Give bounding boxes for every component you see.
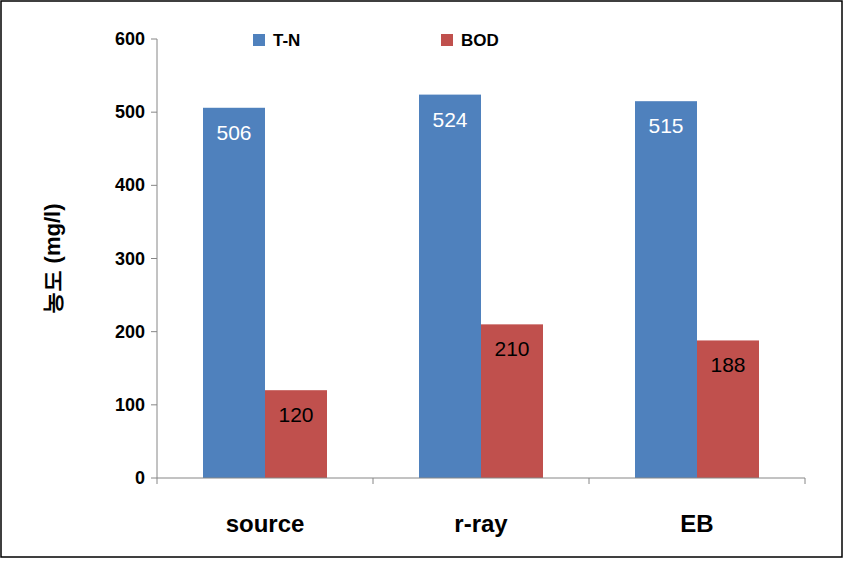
data-label: 210 — [494, 337, 529, 360]
y-axis-label: 농도 (mg/l) — [40, 204, 65, 314]
legend-label: BOD — [461, 31, 499, 50]
y-tick — [151, 478, 157, 479]
y-tick — [151, 331, 157, 332]
x-tick-label: source — [226, 510, 305, 537]
chart-container: 506 120 524 210 515 188 0 100 200 300 400 500 600 sou… — [0, 0, 844, 566]
bar — [697, 340, 759, 478]
data-label: 515 — [648, 114, 683, 137]
x-tick-label: EB — [680, 510, 713, 537]
data-label: 524 — [432, 108, 467, 131]
y-tick-label: 0 — [135, 468, 145, 488]
bar — [203, 108, 265, 478]
legend-swatch — [441, 34, 453, 46]
data-labels: 506 120 524 210 515 188 — [216, 108, 745, 427]
legend: T-N BOD — [253, 31, 499, 50]
bar — [419, 95, 481, 478]
y-tick-label: 400 — [115, 175, 145, 195]
x-tick — [805, 478, 806, 484]
y-tick — [151, 404, 157, 405]
bar — [635, 101, 697, 478]
chart-svg: 506 120 524 210 515 188 0 100 200 300 400 500 600 sou… — [0, 0, 844, 566]
chart-frame — [1, 1, 842, 557]
y-tick-label: 300 — [115, 249, 145, 269]
y-tick — [151, 39, 157, 40]
bar — [265, 390, 327, 478]
data-label: 506 — [216, 121, 251, 144]
x-axis-line — [157, 478, 805, 479]
x-tick-label: r-ray — [454, 510, 508, 537]
x-tick — [157, 478, 158, 484]
legend-swatch — [253, 34, 265, 46]
y-tick-label: 100 — [115, 395, 145, 415]
y-tick — [151, 112, 157, 113]
data-label: 188 — [710, 353, 745, 376]
x-tick — [373, 478, 374, 484]
data-label: 120 — [278, 403, 313, 426]
bar — [481, 324, 543, 478]
y-tick-label: 600 — [115, 29, 145, 49]
bars — [203, 95, 759, 478]
y-tick — [151, 185, 157, 186]
legend-label: T-N — [273, 31, 300, 50]
x-tick — [589, 478, 590, 484]
y-tick-label: 200 — [115, 322, 145, 342]
y-tick-label: 500 — [115, 102, 145, 122]
y-tick — [151, 258, 157, 259]
